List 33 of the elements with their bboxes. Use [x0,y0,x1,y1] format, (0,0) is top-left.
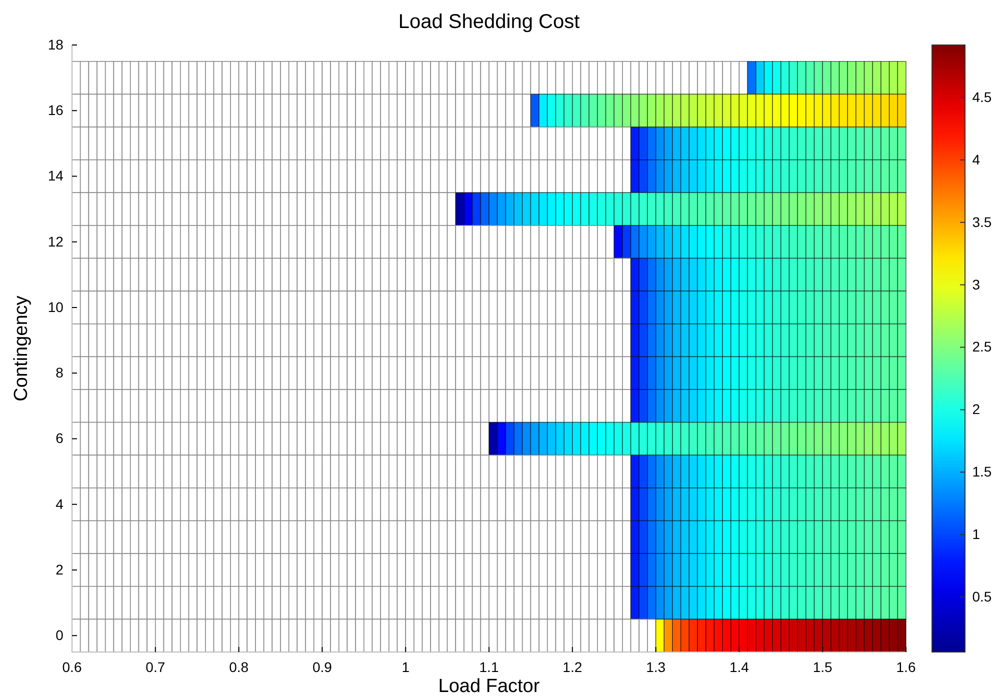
x-tick-label: 0.8 [229,658,249,675]
x-tick-label: 1.3 [646,658,666,675]
color-bar-label: 0.5 [972,588,992,605]
y-tick-label: 4 [56,496,64,512]
y-tick-label: 6 [56,430,64,446]
color-bar-label: 1 [972,526,980,542]
color-bar-label: 1.5 [972,464,992,480]
y-axis-title: Contingency [11,295,32,402]
x-tick-label: 0.9 [312,658,332,675]
x-tick-label: 1.6 [896,658,916,675]
y-tick-label: 14 [48,168,64,184]
y-tick-label: 16 [48,102,64,118]
color-bar-label: 4 [972,151,980,168]
x-tick-label: 1.2 [562,658,582,675]
y-tick-label: 10 [48,298,64,315]
y-tick-label: 8 [56,364,64,381]
x-tick-label: 0.6 [62,658,82,675]
x-axis-title: Load Factor [438,676,540,697]
y-tick-label: 12 [48,233,64,250]
x-tick-label: 1.4 [729,658,750,675]
color-bar-label: 3 [972,276,980,292]
color-bar-label: 3.5 [972,214,992,230]
color-bar-label: 4.5 [972,88,992,105]
y-tick-label: 0 [56,627,64,644]
x-tick-label: 1.5 [812,658,833,675]
x-tick-label: 1.1 [479,658,499,675]
chart-title: Load Shedding Cost [398,11,580,33]
y-tick-label: 18 [48,36,64,52]
x-tick-label: 0.7 [146,658,166,675]
y-tick-label: 2 [56,561,64,578]
color-bar-label: 2.5 [972,338,992,355]
x-tick-label: 1 [402,658,410,675]
color-bar-label: 2 [972,401,980,418]
